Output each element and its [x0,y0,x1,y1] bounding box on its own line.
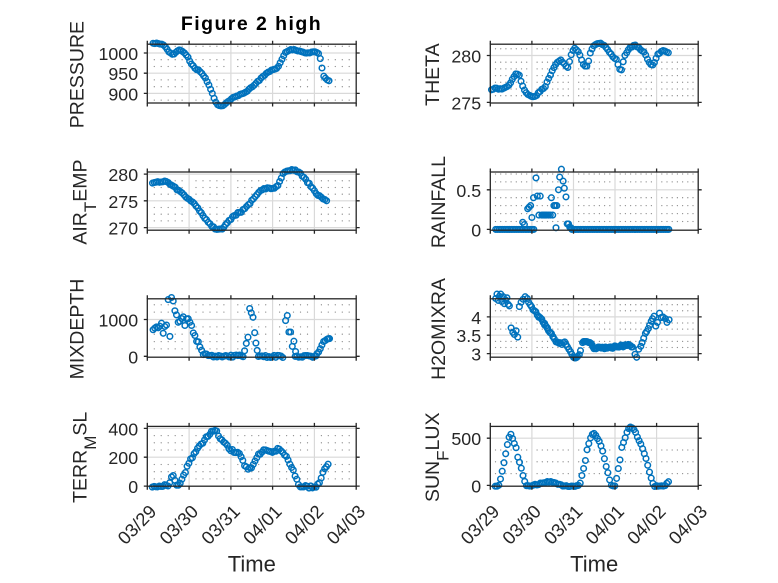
svg-text:PRESSURE: PRESSURE [67,21,89,128]
svg-text:275: 275 [108,192,138,212]
svg-text:SUNF​LUX: SUNF​LUX [422,413,453,503]
svg-text:Time: Time [570,552,618,577]
svg-text:0: 0 [471,220,481,240]
svg-text:1000: 1000 [99,311,139,331]
svg-text:1000: 1000 [99,44,139,64]
svg-text:THETA: THETA [422,43,444,105]
svg-text:0: 0 [471,476,481,496]
svg-text:270: 270 [108,219,138,239]
svg-text:RAINFALL: RAINFALL [428,156,450,248]
svg-text:Time: Time [228,552,276,577]
svg-text:3.5: 3.5 [456,326,481,346]
svg-text:0.5: 0.5 [456,181,481,201]
svg-text:280: 280 [108,165,138,185]
svg-text:280: 280 [451,47,481,67]
svg-text:500: 500 [451,429,481,449]
svg-text:0: 0 [128,347,138,367]
svg-text:900: 900 [108,84,138,104]
svg-text:200: 200 [108,448,138,468]
svg-text:TERRM​SL: TERRM​SL [70,412,101,503]
svg-text:3: 3 [471,345,481,365]
svg-text:Figure 2 high: Figure 2 high [181,13,322,35]
svg-text:H2OMIXRA: H2OMIXRA [428,278,450,380]
svg-text:4: 4 [471,308,481,328]
svg-text:275: 275 [451,93,481,113]
svg-text:0: 0 [128,477,138,497]
svg-text:MIXDEPTH: MIXDEPTH [67,279,89,380]
svg-text:400: 400 [108,419,138,439]
svg-text:950: 950 [108,64,138,84]
svg-text:AIRT​EMP: AIRT​EMP [70,160,101,245]
